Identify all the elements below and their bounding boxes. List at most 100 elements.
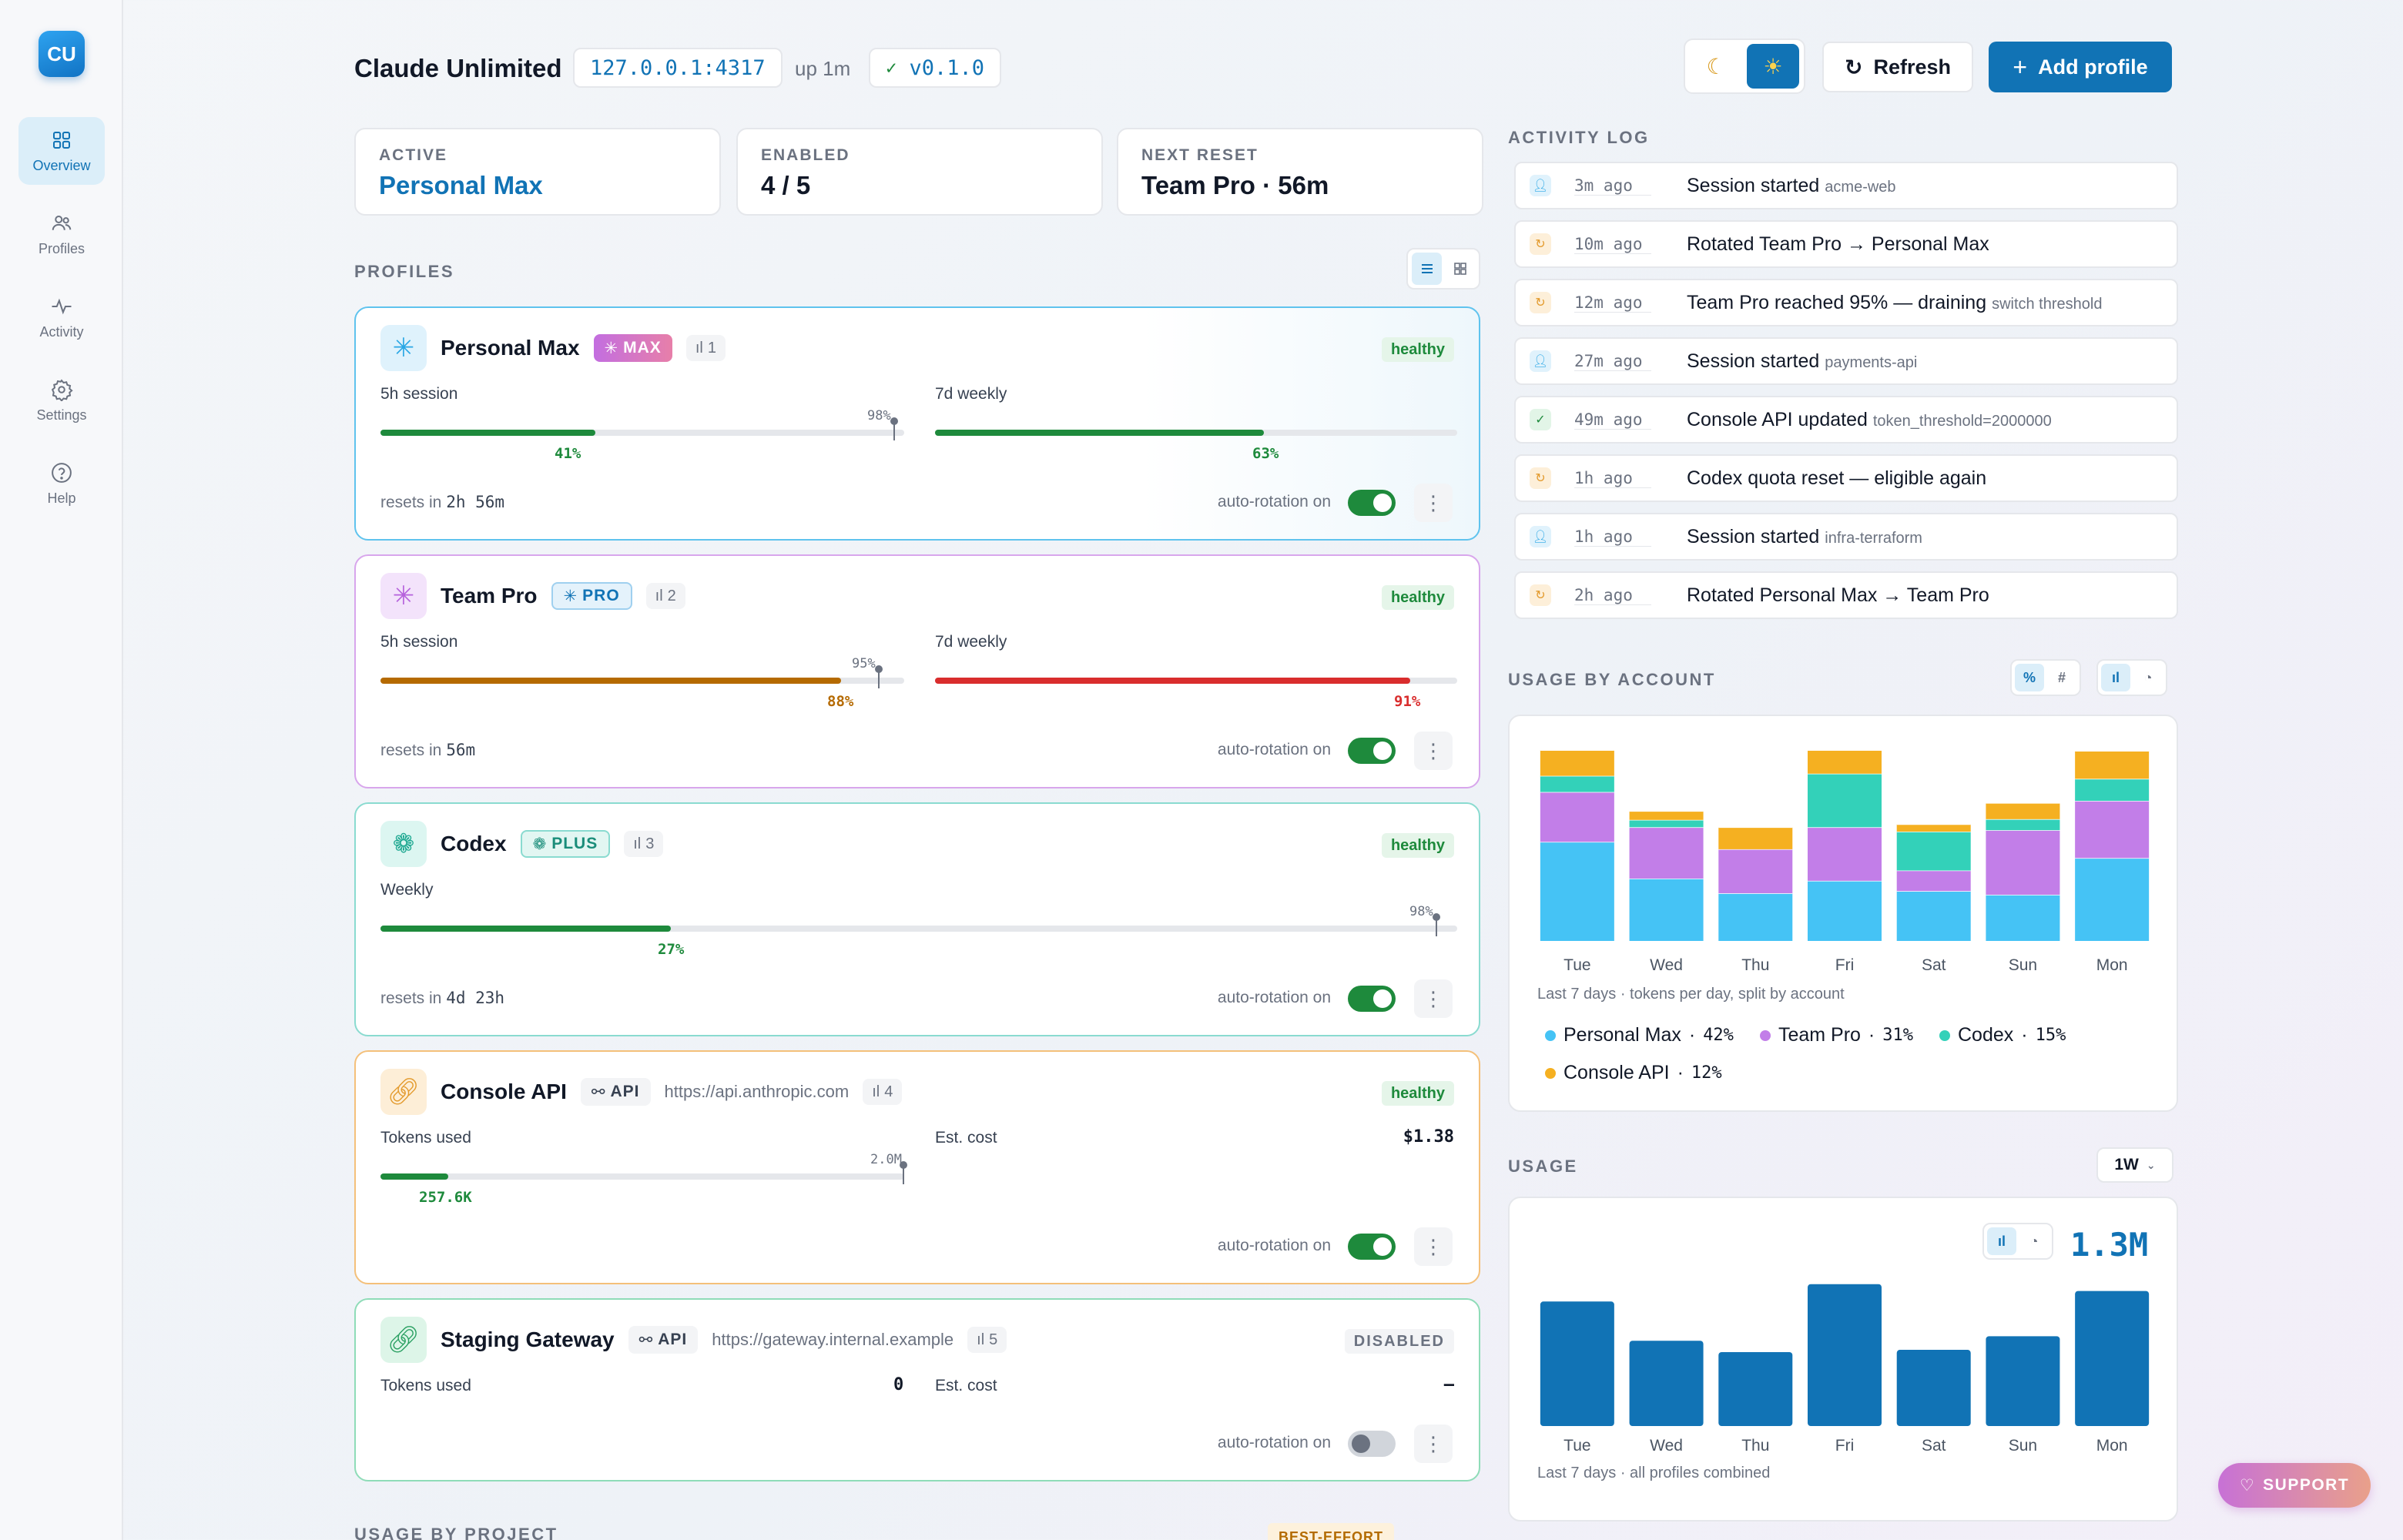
resets-value: 4d 23h bbox=[446, 989, 505, 1007]
bar-segment[interactable] bbox=[1808, 880, 1882, 941]
chart-type-toggle: ıl ◔ bbox=[2096, 659, 2167, 696]
bar-segment[interactable] bbox=[1629, 819, 1704, 828]
bar-segment[interactable] bbox=[1540, 842, 1614, 941]
auto-rotation-toggle[interactable] bbox=[1348, 986, 1396, 1012]
activity-row[interactable]: 👤︎ 27m ago Session started payments-api bbox=[1514, 337, 2178, 385]
link-icon: 🔗︎ bbox=[380, 1069, 427, 1115]
bar-segment[interactable] bbox=[1808, 827, 1882, 881]
bar-segment[interactable] bbox=[1986, 802, 2060, 819]
auto-rotation-toggle[interactable] bbox=[1348, 1431, 1396, 1457]
nav-help[interactable]: Help bbox=[18, 450, 105, 517]
pie-chart-icon[interactable]: ◔ bbox=[2143, 669, 2153, 685]
tier-label: API bbox=[658, 1331, 688, 1348]
refresh-button[interactable]: ↻ Refresh bbox=[1822, 42, 1973, 92]
list-view-icon[interactable] bbox=[1412, 253, 1442, 285]
activity-row[interactable]: ↻ 10m ago Rotated Team Pro → Personal Max bbox=[1514, 220, 2178, 268]
more-menu-icon[interactable]: ⋮ bbox=[1414, 732, 1453, 770]
bar-segment[interactable] bbox=[1718, 827, 1793, 849]
bar-segment[interactable] bbox=[1629, 827, 1704, 879]
usage-bar[interactable] bbox=[1986, 1336, 2060, 1426]
auto-rotation-toggle[interactable] bbox=[1348, 1234, 1396, 1260]
activity-row[interactable]: ↻ 1h ago Codex quota reset — eligible agai… bbox=[1514, 454, 2178, 502]
slot-number: 2 bbox=[667, 587, 676, 604]
usage-bar[interactable] bbox=[1718, 1351, 1793, 1426]
nav-overview[interactable]: Overview bbox=[18, 117, 105, 185]
activity-row[interactable]: 👤︎ 1h ago Session started infra-terraform bbox=[1514, 513, 2178, 561]
pie-chart-icon[interactable]: ◔ bbox=[2029, 1233, 2039, 1249]
activity-row[interactable]: 👤︎ 3m ago Session started acme-web bbox=[1514, 162, 2178, 209]
range-select[interactable]: 1W ⌄ bbox=[2096, 1147, 2173, 1183]
activity-message: Rotated Personal Max → Team Pro bbox=[1687, 584, 1989, 607]
usage-by-account-caption: Last 7 days · tokens per day, split by a… bbox=[1537, 986, 1845, 1003]
count-toggle[interactable]: # bbox=[2057, 669, 2066, 685]
bar-segment[interactable] bbox=[1896, 891, 1971, 941]
activity-row[interactable]: ↻ 12m ago Team Pro reached 95% — draining … bbox=[1514, 279, 2178, 326]
address-pill[interactable]: 127.0.0.1:4317 bbox=[573, 48, 783, 88]
bars-icon: ıl bbox=[633, 835, 642, 852]
bar-segment[interactable] bbox=[1808, 773, 1882, 828]
usage-bar[interactable] bbox=[1629, 1341, 1704, 1426]
app-logo[interactable]: CU bbox=[39, 31, 85, 77]
profile-name: Team Pro bbox=[441, 584, 538, 608]
stat-value: Team Pro · 56m bbox=[1141, 171, 1329, 199]
session-icon: 👤︎ bbox=[1530, 175, 1551, 196]
bars-icon: ıl bbox=[977, 1331, 985, 1348]
bar-chart-icon[interactable]: ıl bbox=[2101, 664, 2130, 691]
bar-segment[interactable] bbox=[1896, 832, 1971, 871]
profile-card-team-pro[interactable]: ✳ Team Pro ✳ PRO ıl 2 healthy 5h session 9… bbox=[354, 554, 1480, 788]
bar-segment[interactable] bbox=[2075, 858, 2150, 941]
bar-segment[interactable] bbox=[1986, 830, 2060, 895]
add-profile-button[interactable]: + Add profile bbox=[1989, 42, 2172, 92]
bars-icon: ıl bbox=[872, 1083, 880, 1100]
bar-segment[interactable] bbox=[1718, 849, 1793, 894]
tier-badge: ✳ MAX bbox=[593, 334, 672, 362]
bar-segment[interactable] bbox=[1896, 824, 1971, 832]
auto-rotation-toggle[interactable] bbox=[1348, 490, 1396, 516]
bar-segment[interactable] bbox=[1896, 870, 1971, 892]
bar-segment[interactable] bbox=[1718, 893, 1793, 941]
sun-icon[interactable]: ☀ bbox=[1747, 44, 1799, 89]
bar-segment[interactable] bbox=[1808, 750, 1882, 774]
threshold-label: 95% bbox=[852, 656, 876, 671]
more-menu-icon[interactable]: ⋮ bbox=[1414, 484, 1453, 522]
moon-icon[interactable]: ☾ bbox=[1706, 54, 1726, 79]
bar-segment[interactable] bbox=[1540, 792, 1614, 842]
activity-heading: ACTIVITY LOG bbox=[1508, 128, 1650, 147]
rotate-icon: ↻ bbox=[1530, 467, 1551, 489]
bar-segment[interactable] bbox=[1540, 775, 1614, 792]
bar-segment[interactable] bbox=[1629, 879, 1704, 941]
bar-segment[interactable] bbox=[1986, 819, 2060, 831]
bar-segment[interactable] bbox=[2075, 751, 2150, 779]
bar-segment[interactable] bbox=[2075, 778, 2150, 802]
usage-bar[interactable] bbox=[1540, 1301, 1614, 1426]
profile-card-codex[interactable]: ❁ Codex ❁ PLUS ıl 3 healthy Weekly 98% 27%… bbox=[354, 802, 1480, 1036]
auto-rotation-toggle[interactable] bbox=[1348, 738, 1396, 764]
activity-row[interactable]: ↻ 2h ago Rotated Personal Max → Team Pro bbox=[1514, 571, 2178, 619]
more-menu-icon[interactable]: ⋮ bbox=[1414, 979, 1453, 1018]
nav-profiles[interactable]: Profiles bbox=[18, 200, 105, 268]
activity-message: Codex quota reset — eligible again bbox=[1687, 467, 1986, 490]
bar-segment[interactable] bbox=[1629, 811, 1704, 820]
usage-bar[interactable] bbox=[1896, 1350, 1971, 1426]
bar-segment[interactable] bbox=[1540, 750, 1614, 776]
activity-row[interactable]: ✓ 49m ago Console API updated token_thresh… bbox=[1514, 396, 2178, 444]
support-button[interactable]: ♡ SUPPORT bbox=[2218, 1463, 2371, 1508]
usage-bar[interactable] bbox=[2075, 1291, 2150, 1426]
metric-label: Tokens used bbox=[380, 1377, 471, 1394]
bar-segment[interactable] bbox=[1986, 894, 2060, 941]
profile-card-staging-gateway[interactable]: 🔗︎ Staging Gateway ⚯ API https://gateway.… bbox=[354, 1298, 1480, 1481]
pulse-icon bbox=[52, 298, 72, 314]
profile-card-personal-max[interactable]: ✳ Personal Max ✳ MAX ıl 1 healthy 5h sessi… bbox=[354, 306, 1480, 541]
usage-bar[interactable] bbox=[1808, 1284, 1882, 1426]
profile-card-console-api[interactable]: 🔗︎ Console API ⚯ API https://api.anthropi… bbox=[354, 1050, 1480, 1284]
percent-toggle[interactable]: % bbox=[2015, 664, 2044, 691]
activity-time: 27m ago bbox=[1574, 352, 1651, 371]
nav-settings[interactable]: Settings bbox=[18, 367, 105, 434]
more-menu-icon[interactable]: ⋮ bbox=[1414, 1424, 1453, 1463]
bar-segment[interactable] bbox=[2075, 801, 2150, 859]
more-menu-icon[interactable]: ⋮ bbox=[1414, 1227, 1453, 1266]
bar-chart-icon[interactable]: ıl bbox=[1987, 1227, 2016, 1255]
grid-view-icon[interactable] bbox=[1445, 253, 1475, 285]
nav-activity[interactable]: Activity bbox=[18, 283, 105, 351]
x-tick-label: Tue bbox=[1563, 1437, 1590, 1455]
